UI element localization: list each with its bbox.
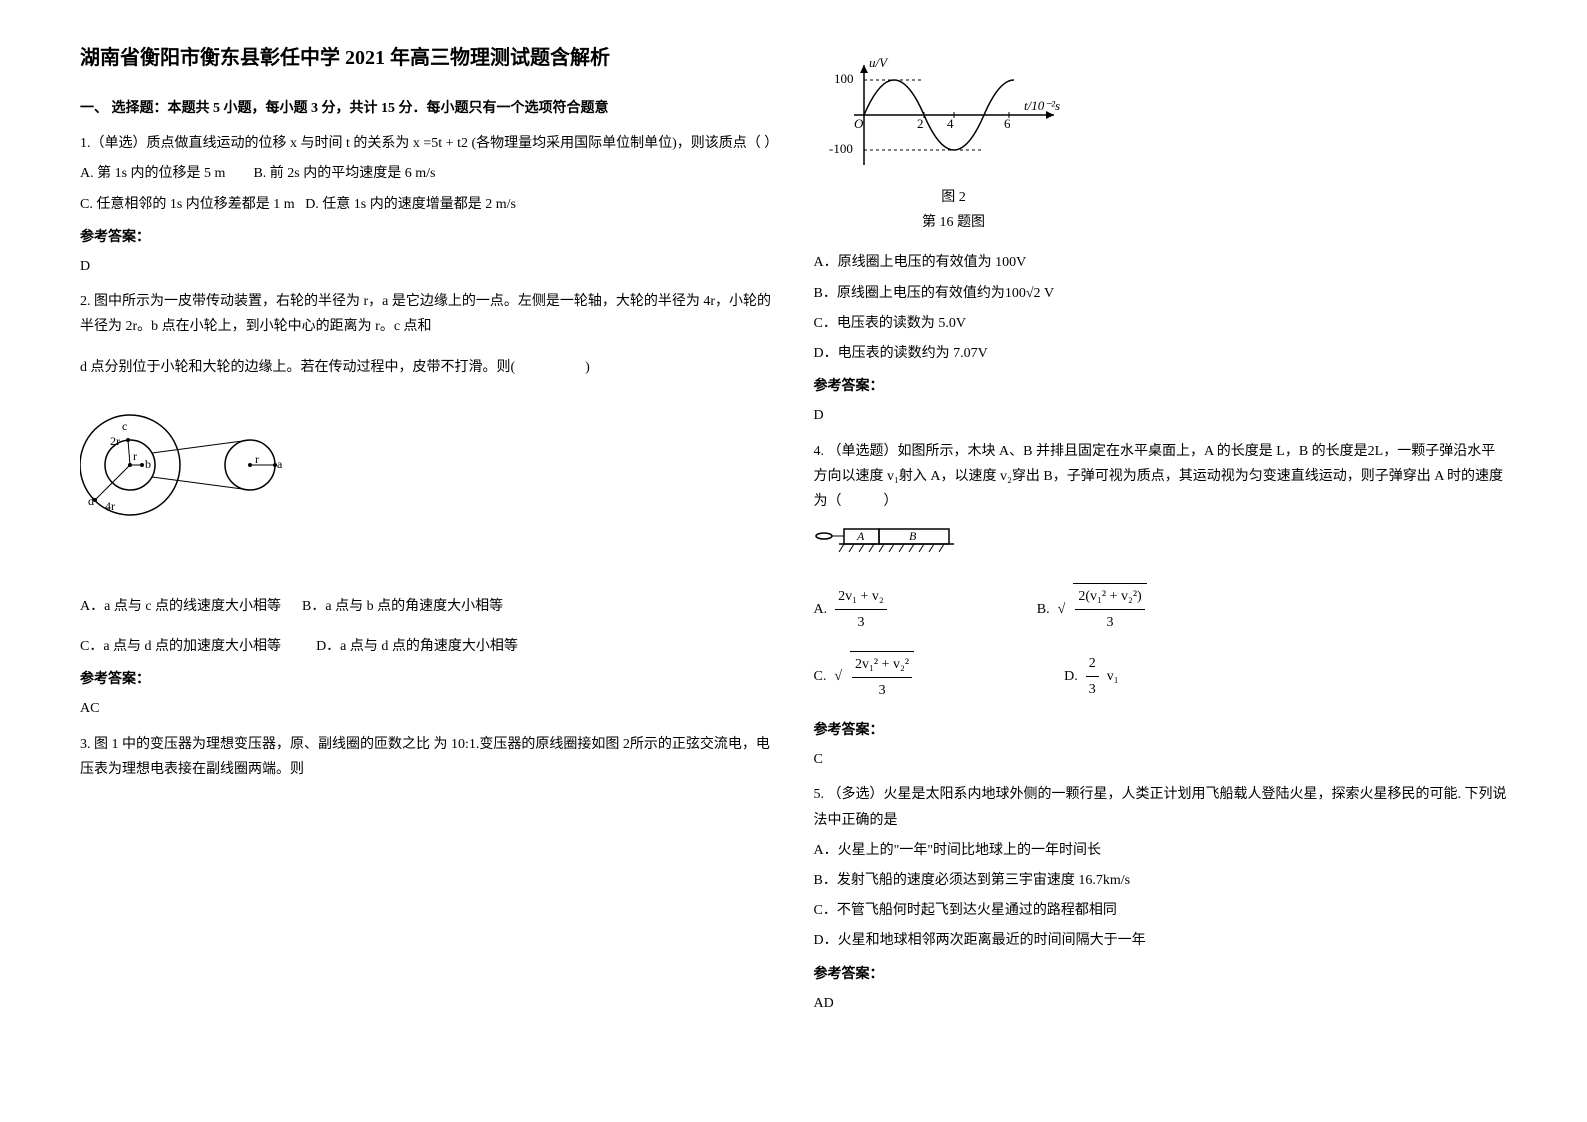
q5-optA: A．火星上的"一年"时间比地球上的一年时间长 — [814, 838, 1508, 863]
q4-options-row1: A. 2v₁ + v₂ 3 B. √ 2(v₁² + v₂²) 3 — [814, 583, 1508, 635]
wheel-diagram: 2r r b c 4r d r a — [80, 395, 774, 534]
block-diagram: A B — [814, 524, 1508, 568]
sine-chart: 100 -100 O u/V 2 4 6 t/10⁻²s 图 2 第 16 题图 — [814, 55, 1508, 235]
q3-text: 3. 图 1 中的变压器为理想变压器，原、副线圈的匝数之比 为 10:1.变压器… — [80, 732, 774, 782]
y-min-label: -100 — [829, 141, 853, 156]
q2-options-row2: C．a 点与 d 点的加速度大小相等 D．a 点与 d 点的角速度大小相等 — [80, 634, 774, 659]
q2-text2: d 点分别位于小轮和大轮的边缘上。若在传动过程中，皮带不打滑。则( ) — [80, 355, 774, 380]
q3-optD: D．电压表的读数约为 7.07V — [814, 341, 1508, 366]
q4-optC: C. √ 2v₁² + v₂² 3 — [814, 651, 915, 703]
block-svg: A B — [814, 524, 974, 559]
q2-options-row1: A．a 点与 c 点的线速度大小相等 B．a 点与 b 点的角速度大小相等 — [80, 594, 774, 619]
q4-text: 4. （单选题）如图所示，木块 A、B 并排且固定在水平桌面上，A 的长度是 L… — [814, 439, 1508, 515]
q4-optA-label: A. — [814, 597, 828, 622]
q5-optC: C．不管飞船何时起飞到达火星通过的路程都相同 — [814, 898, 1508, 923]
q4-optD-den: 3 — [1086, 677, 1099, 702]
q4-optC-label: C. — [814, 664, 827, 689]
q3-optB-val: 100√2 — [1005, 286, 1041, 301]
q4-options-row2: C. √ 2v₁² + v₂² 3 D. 2 3 v₁ — [814, 651, 1508, 703]
q2-answer: AC — [80, 696, 774, 721]
q4-optD-label: D. — [1064, 664, 1078, 689]
document-title: 湖南省衡阳市衡东县彰任中学 2021 年高三物理测试题含解析 — [80, 40, 774, 76]
q4-optB: B. √ 2(v₁² + v₂²) 3 — [1037, 583, 1147, 635]
answer-label: 参考答案： — [80, 225, 774, 250]
question-1: 1.（单选）质点做直线运动的位移 x 与时间 t 的关系为 x =5t + t2… — [80, 131, 774, 279]
chart-caption2: 第 16 题图 — [854, 210, 1054, 235]
q2-optB: B．a 点与 b 点的角速度大小相等 — [302, 599, 503, 614]
question-2: 2. 图中所示为一皮带传动装置，右轮的半径为 r，a 是它边缘上的一点。左侧是一… — [80, 289, 774, 722]
y-max-label: 100 — [834, 71, 854, 86]
q1-optD: D. 任意 1s 内的速度增量都是 2 m/s — [305, 197, 516, 212]
label-rr: r — [255, 452, 259, 466]
q3-answer: D — [814, 403, 1508, 428]
wheel-svg: 2r r b c 4r d r a — [80, 395, 300, 525]
label-a: a — [277, 457, 283, 471]
right-column: 100 -100 O u/V 2 4 6 t/10⁻²s 图 2 第 16 题图… — [794, 40, 1528, 1082]
q4-optC-den: 3 — [852, 678, 912, 703]
answer-label-5: 参考答案： — [814, 962, 1508, 987]
label-d: d — [88, 494, 94, 508]
q1-text: 1.（单选）质点做直线运动的位移 x 与时间 t 的关系为 x =5t + t2… — [80, 131, 774, 156]
answer-label-3: 参考答案： — [814, 374, 1508, 399]
q3-optB-prefix: B．原线圈上电压的有效值约为 — [814, 286, 1005, 301]
q5-optD: D．火星和地球相邻两次距离最近的时间间隔大于一年 — [814, 928, 1508, 953]
q3-optA: A．原线圈上电压的有效值为 100V — [814, 250, 1508, 275]
q2-text: 2. 图中所示为一皮带传动装置，右轮的半径为 r，a 是它边缘上的一点。左侧是一… — [80, 289, 774, 339]
chart-caption1: 图 2 — [854, 185, 1054, 210]
q3-optB-suffix: V — [1041, 286, 1055, 301]
q2-optA: A．a 点与 c 点的线速度大小相等 — [80, 599, 281, 614]
answer-label-2: 参考答案： — [80, 667, 774, 692]
block-B-label: B — [909, 529, 917, 543]
q4-optB-num: 2(v₁² + v₂²) — [1075, 584, 1144, 610]
q4-optB-label: B. — [1037, 597, 1050, 622]
q4-optD-num: 2 — [1086, 651, 1099, 677]
q1-optB: B. 前 2s 内的平均速度是 6 m/s — [253, 166, 435, 181]
x-tick-4: 4 — [947, 116, 954, 131]
q2-optC: C．a 点与 d 点的加速度大小相等 — [80, 639, 281, 654]
sine-svg: 100 -100 O u/V 2 4 6 t/10⁻²s — [814, 55, 1074, 185]
q3-optC: C．电压表的读数为 5.0V — [814, 311, 1508, 336]
q5-optB: B．发射飞船的速度必须达到第三宇宙速度 16.7km/s — [814, 868, 1508, 893]
answer-label-4: 参考答案： — [814, 718, 1508, 743]
q4-optD: D. 2 3 v₁ — [1064, 651, 1119, 703]
x-axis-label: t/10⁻²s — [1024, 98, 1060, 113]
chart-caption: 图 2 第 16 题图 — [854, 185, 1054, 235]
q4-optC-num: 2v₁² + v₂² — [852, 652, 912, 678]
left-column: 湖南省衡阳市衡东县彰任中学 2021 年高三物理测试题含解析 一、 选择题：本题… — [60, 40, 794, 1082]
label-4r: 4r — [105, 499, 115, 513]
q4-optB-den: 3 — [1075, 610, 1144, 635]
block-A-label: A — [856, 529, 865, 543]
x-tick-6: 6 — [1004, 116, 1011, 131]
question-5: 5. （多选）火星是太阳系内地球外侧的一颗行星，人类正计划用飞船载人登陆火星，探… — [814, 782, 1508, 1016]
q5-answer: AD — [814, 991, 1508, 1016]
q1-optA: A. 第 1s 内的位移是 5 m — [80, 166, 225, 181]
q1-answer: D — [80, 254, 774, 279]
label-2r: 2r — [110, 434, 120, 448]
q4-answer: C — [814, 747, 1508, 772]
section-header: 一、 选择题：本题共 5 小题，每小题 3 分，共计 15 分．每小题只有一个选… — [80, 96, 774, 121]
origin-label: O — [854, 116, 864, 131]
question-3: 3. 图 1 中的变压器为理想变压器，原、副线圈的匝数之比 为 10:1.变压器… — [80, 732, 774, 782]
q2-optD: D．a 点与 d 点的角速度大小相等 — [316, 639, 518, 654]
x-tick-2: 2 — [917, 116, 924, 131]
q3-optB: B．原线圈上电压的有效值约为100√2 V — [814, 281, 1508, 306]
q4-optA-num: 2v₁ + v₂ — [835, 584, 887, 610]
y-axis-label: u/V — [869, 55, 889, 70]
label-r: r — [133, 449, 137, 463]
label-b: b — [145, 457, 151, 471]
q5-text: 5. （多选）火星是太阳系内地球外侧的一颗行星，人类正计划用飞船载人登陆火星，探… — [814, 782, 1508, 832]
question-4: 4. （单选题）如图所示，木块 A、B 并排且固定在水平桌面上，A 的长度是 L… — [814, 439, 1508, 773]
q4-optA: A. 2v₁ + v₂ 3 — [814, 583, 887, 635]
q4-optD-suffix: v₁ — [1107, 664, 1119, 689]
q1-options: A. 第 1s 内的位移是 5 m B. 前 2s 内的平均速度是 6 m/s — [80, 161, 774, 186]
label-c: c — [122, 419, 127, 433]
q1-optC: C. 任意相邻的 1s 内位移差都是 1 m — [80, 197, 295, 212]
q4-optA-den: 3 — [835, 610, 887, 635]
q1-options2: C. 任意相邻的 1s 内位移差都是 1 m D. 任意 1s 内的速度增量都是… — [80, 192, 774, 217]
